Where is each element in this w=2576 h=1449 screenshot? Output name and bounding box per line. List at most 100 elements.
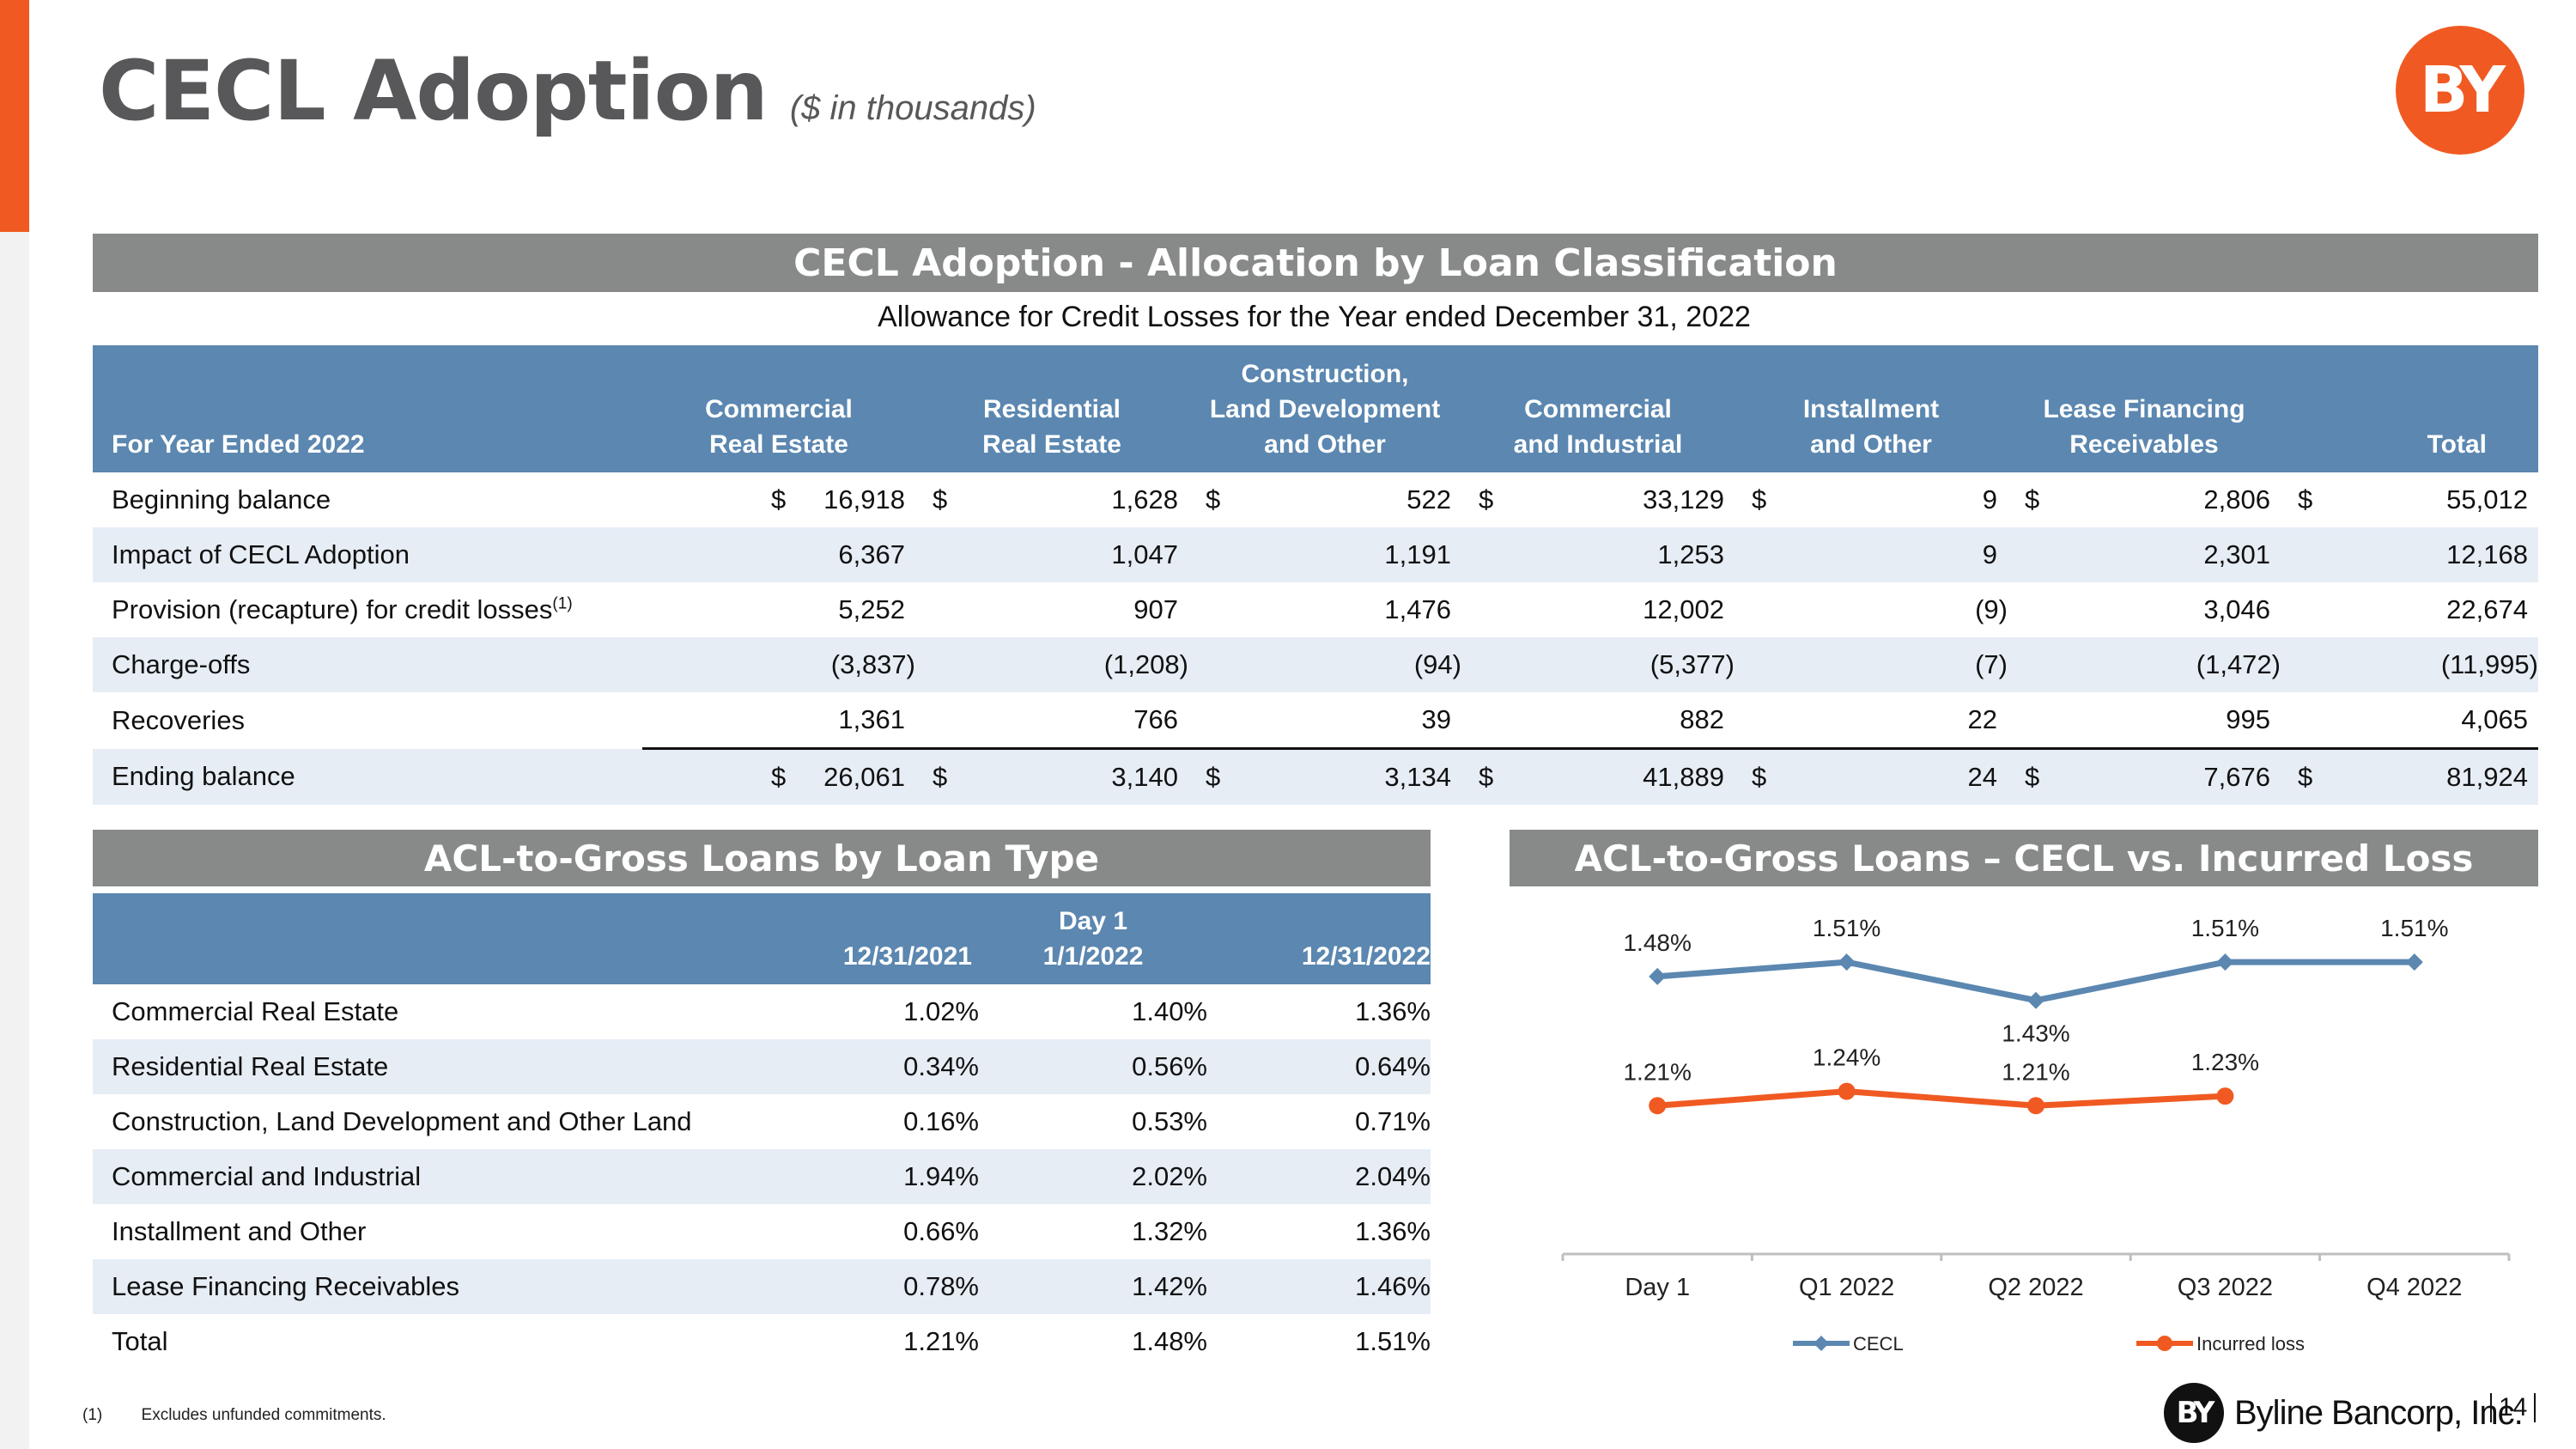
- allocation-cell: 5,252: [838, 594, 905, 624]
- cecl-point-marker: [2216, 953, 2234, 971]
- legend-circle-icon: [2157, 1336, 2172, 1351]
- acl-type-row-label: Commercial and Industrial: [93, 1149, 754, 1204]
- allocation-row-label: Ending balance: [93, 748, 642, 805]
- col-header-cld: Construction, Land Development and Other: [1188, 345, 1461, 472]
- acl-type-cell: 1.21%: [903, 1326, 979, 1356]
- allocation-cell: (1,472): [2008, 637, 2281, 692]
- x-tick-label: Q3 2022: [2178, 1274, 2273, 1301]
- allocation-cell: 1,253: [1461, 527, 1735, 582]
- acl-type-cell: 0.16%: [903, 1106, 979, 1136]
- acl-col-header-2021: 12/31/2021: [754, 893, 979, 984]
- cecl-point-marker: [2405, 953, 2423, 971]
- legend-label: CECL: [1853, 1333, 1904, 1355]
- col-header-ci: Commercial and Industrial: [1461, 345, 1735, 472]
- acl-type-cell: 0.71%: [1355, 1106, 1431, 1136]
- data-label: 1.51%: [1813, 915, 1880, 941]
- allocation-row: Recoveries 1,361 766 39 882 22 995 4,065: [93, 692, 2538, 749]
- allocation-caption: Allowance for Credit Losses for the Year…: [878, 301, 1751, 333]
- acl-type-row-label: Construction, Land Development and Other…: [112, 1106, 692, 1136]
- acl-type-cell: 0.53%: [1132, 1106, 1207, 1136]
- col-header-rre: Residential Real Estate: [915, 345, 1188, 472]
- acl-type-row-label: Installment and Other: [112, 1216, 367, 1246]
- allocation-cell: $3,140: [915, 747, 1188, 805]
- allocation-cell: $7,676: [2008, 747, 2281, 805]
- col-header-label: For Year Ended 2022: [93, 345, 642, 472]
- page-subtitle: ($ in thousands): [789, 89, 1036, 127]
- allocation-cell: 1,047: [915, 527, 1188, 582]
- byline-mark-icon: BY: [2164, 1383, 2224, 1443]
- data-label: 1.24%: [1813, 1044, 1880, 1071]
- allocation-cell: 1,476: [1384, 594, 1451, 624]
- acl-type-cell: 1.36%: [1355, 996, 1431, 1026]
- acl-type-row: Commercial and Industrial 1.94% 2.02% 2.04%: [93, 1149, 1431, 1204]
- allocation-cell: 907: [1133, 594, 1178, 624]
- allocation-row: Charge-offs (3,837) (1,208) (94) (5,377) (7)(…: [93, 637, 2538, 692]
- allocation-row: Provision (recapture) for credit losses(…: [93, 582, 2538, 637]
- allocation-cell: 4,065: [2461, 704, 2528, 734]
- acl-type-cell: 0.66%: [903, 1216, 979, 1246]
- acl-type-row: Total 1.21% 1.48% 1.51%: [93, 1314, 1431, 1369]
- data-label: 1.21%: [1623, 1058, 1691, 1085]
- incurred-point-marker: [1649, 1097, 1667, 1115]
- incurred-point-marker: [2216, 1087, 2234, 1105]
- allocation-cell: 12,168: [2281, 527, 2538, 582]
- allocation-cell: 22,674: [2446, 594, 2528, 624]
- acl-type-header-row: 12/31/2021 Day 1 1/1/2022 12/31/2022: [93, 893, 1431, 984]
- brand-footer: BY Byline Bancorp, Inc.: [2164, 1383, 2524, 1443]
- left-margin-strip: [0, 232, 29, 1449]
- page-number: 14: [2490, 1393, 2537, 1422]
- acl-type-cell: 0.64%: [1207, 1039, 1431, 1094]
- title-block: CECL Adoption ($ in thousands): [99, 43, 1036, 139]
- data-label: 1.51%: [2380, 915, 2448, 941]
- incurred-point-marker: [2027, 1097, 2044, 1115]
- allocation-cell: (94): [1188, 637, 1461, 692]
- allocation-cell: $3,134: [1188, 747, 1461, 805]
- allocation-header-row: For Year Ended 2022 Commercial Real Estat…: [93, 345, 2538, 472]
- allocation-row: Beginning balance $16,918 $1,628 $522 $33,12…: [93, 472, 2538, 527]
- allocation-cell: 1,191: [1188, 527, 1461, 582]
- acl-type-banner: ACL-to-Gross Loans by Loan Type: [93, 830, 1431, 886]
- series-line-incurred-loss: [1656, 1088, 2226, 1109]
- acl-type-row-label: Commercial Real Estate: [112, 996, 399, 1026]
- acl-type-cell: 1.36%: [1355, 1216, 1431, 1246]
- cecl-point-marker: [2027, 991, 2044, 1009]
- allocation-cell: (1,208): [915, 637, 1188, 692]
- chart-banner: ACL-to-Gross Loans – CECL vs. Incurred L…: [1510, 830, 2538, 886]
- acl-type-row: Lease Financing Receivables 0.78% 1.42% 1.4…: [93, 1259, 1431, 1314]
- incurred-point-marker: [1838, 1082, 1856, 1100]
- acl-type-cell: 0.34%: [754, 1039, 979, 1094]
- allocation-cell: 766: [1133, 704, 1178, 734]
- allocation-cell: 39: [1421, 704, 1451, 734]
- cecl-point-marker: [1838, 953, 1856, 971]
- col-header-cre: Commercial Real Estate: [642, 345, 915, 472]
- acl-col-header-label: [93, 893, 754, 984]
- acl-type-cell: 0.56%: [979, 1039, 1207, 1094]
- acl-type-cell: 1.42%: [979, 1259, 1207, 1314]
- acl-type-row-label: Total: [112, 1326, 168, 1356]
- allocation-row: Impact of CECL Adoption 6,367 1,047 1,191 1,…: [93, 527, 2538, 582]
- allocation-cell: 995: [2226, 704, 2270, 734]
- acl-type-row: Residential Real Estate 0.34% 0.56% 0.64%: [93, 1039, 1431, 1094]
- allocation-cell: $9: [1752, 484, 1997, 514]
- allocation-cell: 6,367: [642, 527, 915, 582]
- byline-logo-icon: BY: [2396, 26, 2524, 155]
- acl-type-cell: 2.02%: [979, 1149, 1207, 1204]
- allocation-row: Ending balance $26,061 $3,140 $3,134 $41,889…: [93, 747, 2538, 805]
- acl-col-header-2022: 12/31/2022: [1207, 893, 1431, 984]
- allocation-cell: $55,012: [2298, 484, 2528, 514]
- allocation-cell: $16,918: [771, 484, 905, 514]
- acl-col-header-day1: Day 1 1/1/2022: [979, 893, 1207, 984]
- acl-type-cell: 1.94%: [754, 1149, 979, 1204]
- x-tick-label: Q2 2022: [1988, 1274, 2083, 1301]
- x-tick-label: Day 1: [1625, 1274, 1690, 1301]
- acl-type-cell: 1.32%: [1132, 1216, 1207, 1246]
- allocation-row-label: Provision (recapture) for credit losses(…: [112, 594, 573, 624]
- x-tick-label: Q4 2022: [2366, 1274, 2462, 1301]
- allocation-cell: $2,806: [2025, 484, 2270, 514]
- allocation-cell: 22: [1967, 704, 1997, 734]
- data-label: 1.23%: [2191, 1049, 2259, 1075]
- col-header-total: Total: [2281, 345, 2538, 472]
- acl-type-cell: 1.51%: [1355, 1326, 1431, 1356]
- legend-label: Incurred loss: [2196, 1333, 2305, 1355]
- allocation-banner: CECL Adoption - Allocation by Loan Class…: [93, 234, 2538, 292]
